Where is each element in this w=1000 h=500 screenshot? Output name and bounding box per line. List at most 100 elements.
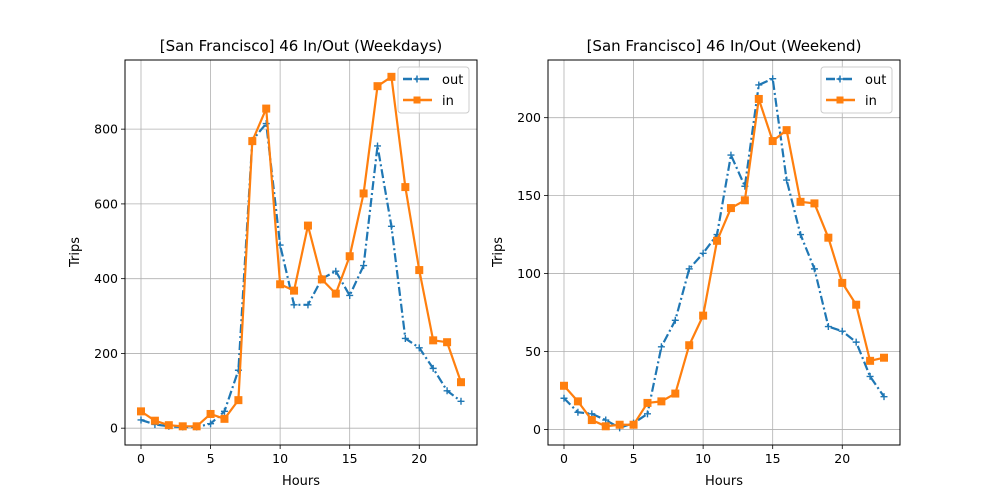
x-axis-label: Hours — [282, 474, 320, 489]
data-point-out — [332, 267, 340, 275]
data-point-out — [685, 265, 693, 273]
data-point-in — [192, 422, 201, 431]
y-ticks: 0 50 100 150 200 — [517, 110, 548, 437]
data-point-out — [457, 397, 465, 405]
y-tick-label: 50 — [525, 344, 541, 359]
data-point-out — [824, 323, 832, 331]
x-ticks: 0 5 10 15 20 — [560, 445, 850, 466]
x-tick-label: 10 — [272, 451, 288, 466]
data-point-in — [262, 104, 271, 113]
y-tick-label: 200 — [517, 110, 541, 125]
series-lines — [560, 75, 888, 432]
series-lines — [137, 72, 465, 431]
data-point-in — [838, 278, 847, 287]
legend-in-label: in — [442, 94, 454, 109]
data-point-in — [629, 420, 638, 429]
legend-in-marker — [836, 96, 844, 104]
x-tick-label: 20 — [411, 451, 427, 466]
data-point-in — [178, 422, 187, 431]
data-point-in — [387, 72, 396, 81]
data-point-out — [783, 176, 791, 184]
data-point-in — [373, 82, 382, 91]
data-point-out — [866, 372, 874, 380]
data-point-in — [276, 280, 285, 289]
data-point-in — [164, 421, 173, 430]
data-point-out — [387, 222, 395, 230]
y-ticks: 0 200 400 600 800 — [94, 122, 125, 436]
data-point-out — [401, 334, 409, 342]
data-point-out — [304, 301, 312, 309]
y-tick-label: 200 — [94, 346, 118, 361]
data-point-in — [234, 396, 243, 405]
data-point-in — [429, 336, 438, 345]
data-point-in — [657, 397, 666, 406]
chart-title: [San Francisco] 46 In/Out (Weekdays) — [160, 37, 443, 55]
series-line-in — [563, 97, 885, 428]
y-tick-label: 600 — [94, 196, 118, 211]
data-point-out — [137, 416, 145, 424]
data-point-in — [220, 414, 229, 423]
chart-title: [San Francisco] 46 In/Out (Weekend) — [587, 37, 862, 55]
data-point-in — [359, 189, 368, 198]
x-tick-label: 15 — [765, 451, 781, 466]
data-point-out — [643, 410, 651, 418]
data-point-in — [303, 221, 312, 230]
data-point-out — [852, 338, 860, 346]
data-point-out — [810, 265, 818, 273]
y-tick-label: 800 — [94, 122, 118, 137]
grid-lines — [548, 60, 900, 445]
x-tick-label: 20 — [834, 451, 850, 466]
data-point-out — [429, 364, 437, 372]
x-ticks: 0 5 10 15 20 — [137, 445, 427, 466]
data-point-in — [248, 137, 257, 146]
data-point-out — [560, 394, 568, 402]
data-point-out — [671, 316, 679, 324]
data-point-out — [880, 393, 888, 401]
data-point-out — [574, 408, 582, 416]
y-tick-label: 0 — [110, 421, 118, 436]
legend-out-marker — [836, 75, 844, 83]
x-tick-label: 0 — [137, 451, 145, 466]
data-point-in — [290, 286, 299, 295]
data-point-out — [207, 420, 215, 428]
data-point-in — [137, 407, 145, 416]
data-point-in — [852, 300, 861, 309]
y-axis-label: Trips — [491, 237, 506, 268]
data-point-out — [360, 262, 368, 270]
data-point-in — [671, 389, 680, 398]
data-point-in — [443, 338, 452, 347]
x-tick-label: 15 — [342, 451, 358, 466]
legend-out-label: out — [865, 73, 886, 88]
chart-weekend: [San Francisco] 46 In/Out (Weekend) 0 5 10… — [491, 37, 901, 489]
data-point-out — [838, 327, 846, 335]
legend-out-label: out — [442, 73, 463, 88]
data-point-in — [560, 381, 568, 390]
data-point-out — [415, 344, 423, 352]
series-line-out — [563, 77, 885, 429]
data-point-in — [768, 137, 777, 146]
plot-frame — [547, 59, 901, 446]
data-point-out — [443, 387, 451, 395]
grid-lines — [125, 60, 477, 445]
legend: out in — [820, 66, 893, 114]
data-point-in — [824, 233, 833, 242]
data-point-in — [643, 398, 652, 407]
data-point-in — [810, 199, 819, 208]
data-point-out — [346, 291, 354, 299]
y-axis-label: Trips — [68, 237, 83, 268]
y-tick-label: 400 — [94, 271, 118, 286]
y-tick-label: 150 — [517, 188, 541, 203]
data-point-in — [401, 183, 410, 192]
chart-weekdays: [San Francisco] 46 In/Out (Weekdays) 0 5 1… — [68, 37, 478, 489]
y-tick-label: 100 — [517, 266, 541, 281]
data-point-in — [782, 126, 791, 135]
data-point-out — [727, 151, 735, 159]
legend: out in — [397, 66, 470, 114]
data-point-in — [866, 356, 875, 365]
y-tick-label: 0 — [533, 422, 541, 437]
data-point-in — [206, 409, 215, 418]
x-tick-label: 5 — [207, 451, 215, 466]
data-point-in — [713, 236, 722, 245]
data-point-in — [699, 311, 708, 320]
